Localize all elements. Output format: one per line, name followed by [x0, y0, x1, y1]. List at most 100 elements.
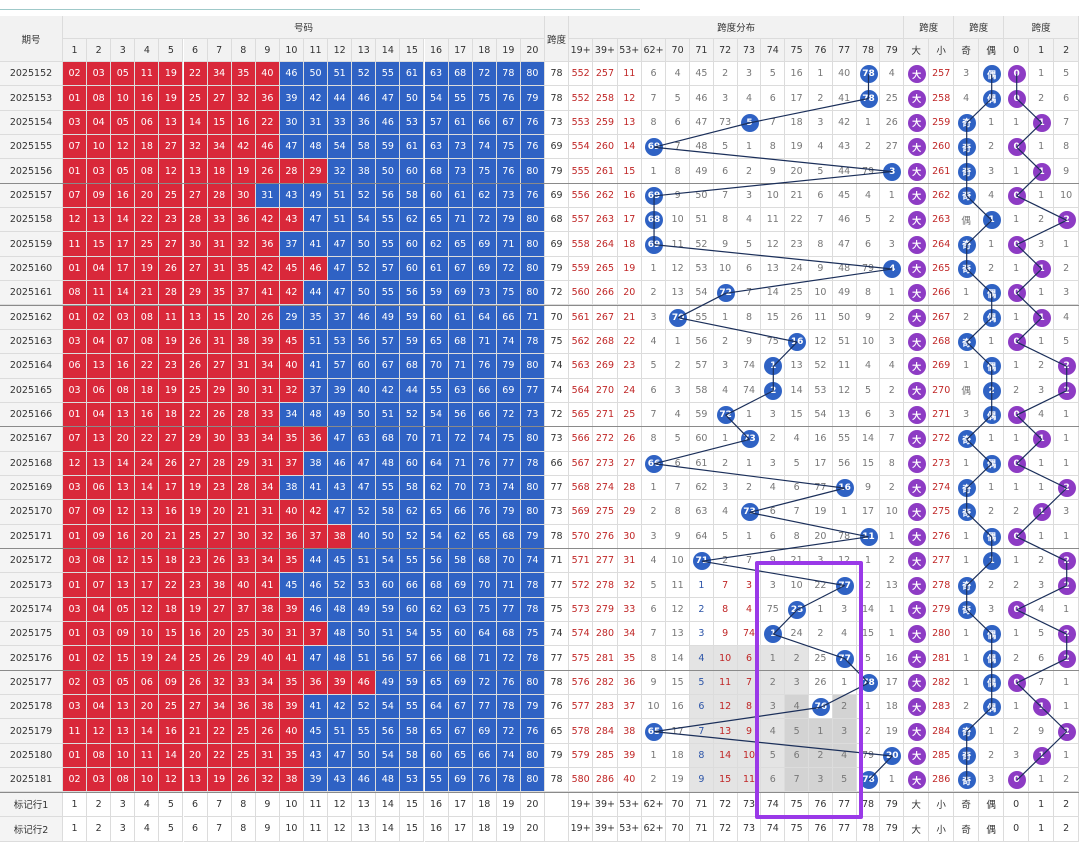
dist-cell: 1	[880, 183, 905, 209]
footer-num: 1	[63, 792, 88, 817]
dist-cell: 53	[809, 378, 833, 403]
bs-cell: 277	[929, 549, 955, 574]
number-cell: 38	[255, 597, 280, 623]
number-cell: 57	[328, 354, 353, 379]
oe-cell: 偶	[954, 208, 980, 233]
bs-cell: 258	[929, 86, 955, 111]
bs-cell: 272	[929, 427, 955, 452]
number-cell: 07	[87, 573, 112, 598]
header-num-col: 9	[255, 39, 280, 62]
stat-62-cell: 9	[641, 670, 667, 696]
number-cell: 20	[135, 695, 160, 720]
dist-cell: 18	[785, 110, 809, 136]
number-cell: 68	[496, 524, 521, 549]
dist-cell: 11	[713, 670, 738, 696]
number-cell: 04	[87, 110, 112, 136]
bs-cell	[904, 183, 930, 209]
bs-cell: 283	[929, 695, 955, 720]
number-cell: 25	[231, 622, 256, 647]
number-cell: 68	[448, 646, 473, 671]
mod-cell: 1	[1004, 475, 1030, 501]
mod-cell: 6	[1054, 86, 1079, 111]
odd-ball: 奇	[957, 430, 976, 449]
number-cell: 64	[424, 451, 449, 476]
number-cell: 78	[496, 62, 521, 87]
mod-cell: 1	[1054, 597, 1079, 623]
number-cell: 35	[207, 281, 232, 306]
number-cell: 26	[207, 402, 232, 428]
footer-bs: 大	[904, 792, 930, 817]
number-cell: 51	[328, 208, 353, 233]
number-cell: 45	[279, 329, 304, 355]
number-cell: 06	[63, 354, 88, 379]
number-cell: 07	[63, 427, 88, 452]
number-cell: 38	[352, 159, 377, 184]
number-cell: 48	[376, 768, 401, 793]
number-cell: 49	[328, 402, 353, 428]
span-cell: 78	[545, 524, 569, 549]
mod-ball: 0	[1007, 673, 1026, 692]
bs-cell: 273	[929, 451, 955, 476]
number-cell: 47	[304, 208, 329, 233]
dist-cell: 4	[785, 427, 809, 452]
stat-cell: 39	[617, 743, 642, 769]
span-cell: 78	[545, 86, 569, 111]
even-ball: 偶	[982, 308, 1001, 327]
footer-num: 10	[279, 792, 304, 817]
period-cell: 2025153	[0, 86, 63, 111]
footer-dist: 70	[666, 792, 690, 817]
dist-cell: 13	[785, 354, 809, 379]
number-cell: 31	[304, 110, 329, 136]
stat-62-cell: 2	[641, 500, 667, 525]
number-cell: 58	[400, 475, 425, 501]
stat-62-cell: 1	[641, 743, 667, 769]
footer-bs: 大	[904, 817, 930, 842]
span-cell: 70	[545, 305, 569, 330]
stat-cell: 564	[569, 378, 594, 403]
number-cell: 04	[87, 597, 112, 623]
number-cell: 51	[352, 549, 377, 574]
number-cell: 16	[111, 183, 136, 209]
number-cell: 73	[496, 183, 521, 209]
odd-ball: 奇	[957, 576, 976, 595]
dist-cell: 74	[737, 622, 762, 647]
number-cell: 03	[63, 695, 88, 720]
footer-num: 12	[328, 792, 353, 817]
dist-cell: 9	[737, 329, 762, 355]
number-cell: 65	[424, 208, 449, 233]
dist-cell: 1	[832, 500, 857, 525]
number-cell: 47	[328, 500, 353, 525]
big-ball: 大	[907, 503, 926, 522]
even-ball: 偶	[982, 527, 1001, 546]
number-cell: 39	[304, 768, 329, 793]
dist-cell: 3	[713, 354, 738, 379]
dist-cell: 7	[666, 135, 690, 160]
header-num-col: 11	[304, 39, 329, 62]
dist-cell: 7	[809, 208, 833, 233]
number-cell: 78	[496, 768, 521, 793]
number-cell: 60	[376, 573, 401, 598]
number-cell: 03	[63, 378, 88, 403]
number-cell: 54	[400, 622, 425, 647]
mod-ball: 0	[1007, 333, 1026, 352]
number-cell: 10	[135, 622, 160, 647]
dist-cell: 1	[713, 305, 738, 330]
number-cell: 75	[496, 281, 521, 306]
number-cell: 80	[520, 768, 545, 793]
mod-cell: 1	[1004, 159, 1030, 184]
dist-cell: 77	[809, 475, 833, 501]
number-cell: 74	[520, 549, 545, 574]
dist-cell: 16	[666, 695, 690, 720]
dist-cell: 2	[666, 354, 690, 379]
span-ball: 70	[669, 308, 688, 327]
stat-cell: 576	[569, 670, 594, 696]
number-cell: 25	[159, 183, 184, 209]
mod-cell: 2	[1004, 500, 1030, 525]
number-cell: 42	[255, 256, 280, 282]
dist-cell: 46	[832, 208, 857, 233]
bs-cell	[904, 549, 930, 574]
dist-cell: 47	[690, 110, 714, 136]
even-ball: 偶	[982, 625, 1001, 644]
stat-cell: 278	[593, 573, 618, 598]
dist-cell: 51	[690, 208, 714, 233]
